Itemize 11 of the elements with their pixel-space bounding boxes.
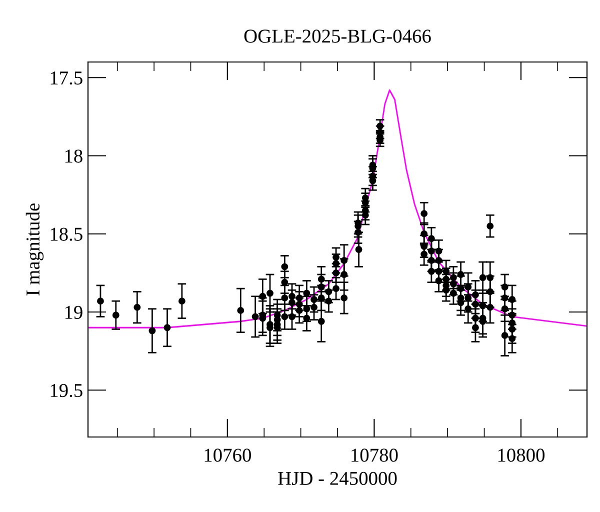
y-axis-title: I magnitude: [26, 203, 44, 296]
y-tick-label: 19: [65, 306, 82, 319]
y-tick-label: 17.5: [50, 72, 82, 85]
x-axis-title: HJD - 2450000: [278, 472, 397, 485]
x-tick-label: 10780: [352, 448, 398, 462]
x-tick-label: 10800: [498, 448, 545, 462]
y-tick-label: 18: [65, 150, 82, 163]
y-tick-label: 19.5: [50, 384, 82, 398]
x-tick-label: 10760: [204, 448, 251, 462]
y-tick-label: 18.5: [50, 228, 82, 241]
chart-title: OGLE-2025-BLG-0466: [244, 30, 431, 43]
